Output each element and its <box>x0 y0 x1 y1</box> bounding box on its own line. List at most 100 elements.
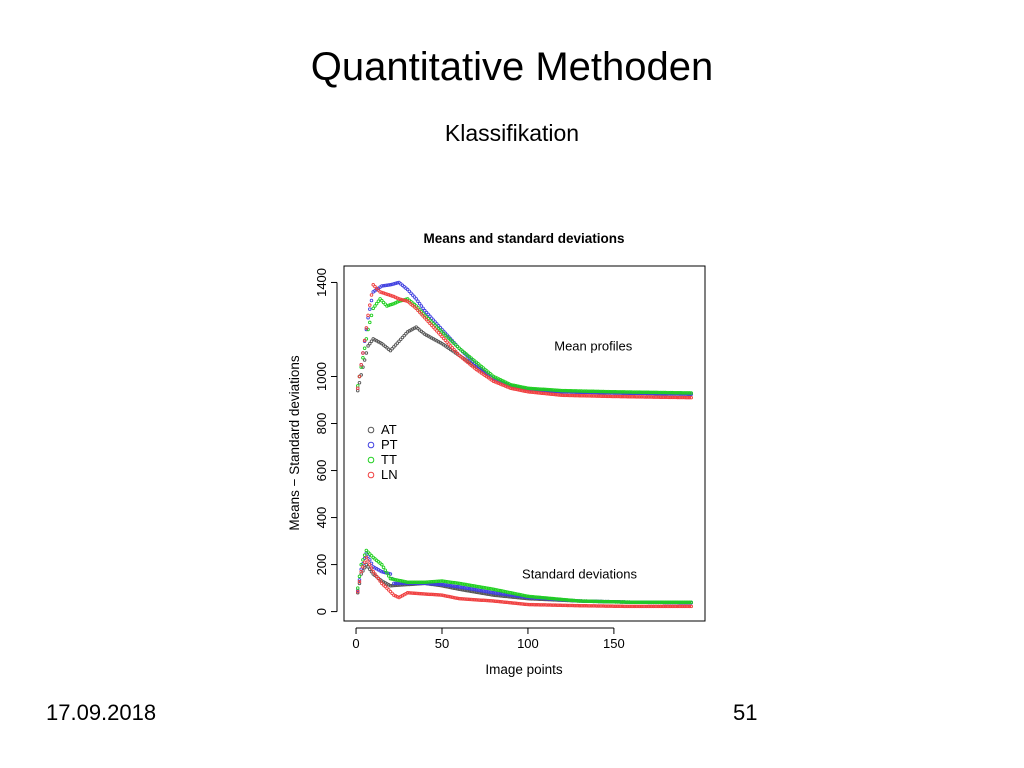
mean-point-tt <box>648 390 652 395</box>
mean-point-ln <box>533 390 537 395</box>
mean-point-ln <box>677 395 681 400</box>
mean-point-ln <box>632 395 637 399</box>
sd-point-ln <box>371 569 375 574</box>
mean-point-tt <box>631 390 635 394</box>
mean-point-ln <box>440 334 444 339</box>
sd-point-pt <box>484 589 489 594</box>
mean-point-tt <box>385 304 389 308</box>
sd-point-tt <box>661 600 666 604</box>
mean-point-tt <box>655 390 659 395</box>
sd-point-pt <box>443 583 448 587</box>
sd-point-tt <box>390 577 394 581</box>
sd-point-tt <box>412 580 417 584</box>
mean-point-tt <box>667 390 671 395</box>
mean-point-tt <box>620 390 625 394</box>
mean-point-at <box>388 348 393 353</box>
sd-point-pt <box>450 584 455 588</box>
mean-point-tt <box>536 387 541 391</box>
mean-point-pt <box>447 335 451 339</box>
mean-point-ln <box>679 395 683 400</box>
sd-point-ln <box>438 593 443 597</box>
sd-point-ln <box>619 604 623 609</box>
sd-point-at <box>357 581 362 586</box>
mean-point-ln <box>598 394 602 398</box>
mean-point-tt <box>565 388 570 393</box>
sd-point-tt <box>632 600 637 604</box>
mean-point-ln <box>661 395 666 399</box>
sd-point-ln <box>576 603 580 608</box>
sd-point-tt <box>612 600 616 604</box>
series-at <box>355 325 694 605</box>
sd-point-ln <box>510 601 515 605</box>
sd-point-tt <box>588 599 592 604</box>
mean-point-tt <box>567 389 571 393</box>
sd-point-ln <box>608 604 613 608</box>
mean-point-ln <box>643 395 647 399</box>
sd-point-ln <box>543 603 547 607</box>
sd-point-ln <box>582 604 587 608</box>
mean-point-tt <box>586 389 590 393</box>
mean-point-ln <box>512 387 516 391</box>
sd-point-tt <box>565 598 570 602</box>
sd-point-tt <box>409 580 413 584</box>
sd-point-ln <box>639 604 644 609</box>
sd-point-tt <box>668 600 673 604</box>
mean-point-ln <box>435 329 439 333</box>
sd-point-at <box>453 586 458 591</box>
sd-point-tt <box>515 592 520 596</box>
sd-point-tt <box>503 589 508 594</box>
mean-point-tt <box>517 384 522 389</box>
mean-point-ln <box>361 351 365 355</box>
mean-point-ln <box>455 351 460 356</box>
sd-point-tt <box>519 593 523 597</box>
mean-point-tt <box>529 386 534 391</box>
sd-point-ln <box>564 603 568 608</box>
sd-point-tt <box>431 579 436 584</box>
sd-point-pt <box>493 591 498 595</box>
sd-point-tt <box>569 598 573 602</box>
mean-point-ln <box>445 340 449 344</box>
mean-point-ln <box>508 386 513 390</box>
sd-point-tt <box>594 599 599 604</box>
mean-point-ln <box>574 393 578 398</box>
sd-point-tt <box>548 596 553 601</box>
sd-point-tt <box>364 548 369 553</box>
mean-point-ln <box>376 288 381 292</box>
sd-point-ln <box>369 566 374 570</box>
sd-point-tt <box>600 599 604 604</box>
sd-point-ln <box>603 604 608 608</box>
mean-point-tt <box>534 387 539 391</box>
sd-point-ln <box>689 604 694 609</box>
mean-point-ln <box>433 327 437 331</box>
sd-point-tt <box>653 600 657 604</box>
sd-point-pt <box>428 581 432 586</box>
sd-point-ln <box>541 603 546 607</box>
mean-point-pt <box>368 307 372 311</box>
sd-point-ln <box>637 604 642 609</box>
sd-point-tt <box>560 597 565 602</box>
mean-point-ln <box>421 314 425 318</box>
mean-point-tt <box>644 390 649 395</box>
sd-point-tt <box>493 587 498 592</box>
sd-point-ln <box>424 592 429 596</box>
sd-point-tt <box>366 550 370 554</box>
sd-point-ln <box>529 602 534 607</box>
sd-point-ln <box>498 599 503 604</box>
mean-point-tt <box>582 389 587 393</box>
sd-point-tt <box>545 596 549 600</box>
sd-point-pt <box>474 588 479 592</box>
y-tick-label: 400 <box>314 507 329 529</box>
mean-point-ln <box>579 393 583 398</box>
mean-point-tt <box>510 383 515 387</box>
sd-point-tt <box>619 600 623 604</box>
x-tick-label: 0 <box>352 636 359 651</box>
sd-point-tt <box>562 597 566 602</box>
mean-point-tt <box>577 389 582 393</box>
mean-point-at <box>397 339 401 343</box>
sd-point-pt <box>393 581 398 586</box>
mean-point-tt <box>390 302 394 306</box>
sd-point-tt <box>421 580 425 584</box>
sd-point-ln <box>361 565 365 569</box>
sd-point-tt <box>665 600 669 604</box>
sd-point-ln <box>653 604 657 609</box>
